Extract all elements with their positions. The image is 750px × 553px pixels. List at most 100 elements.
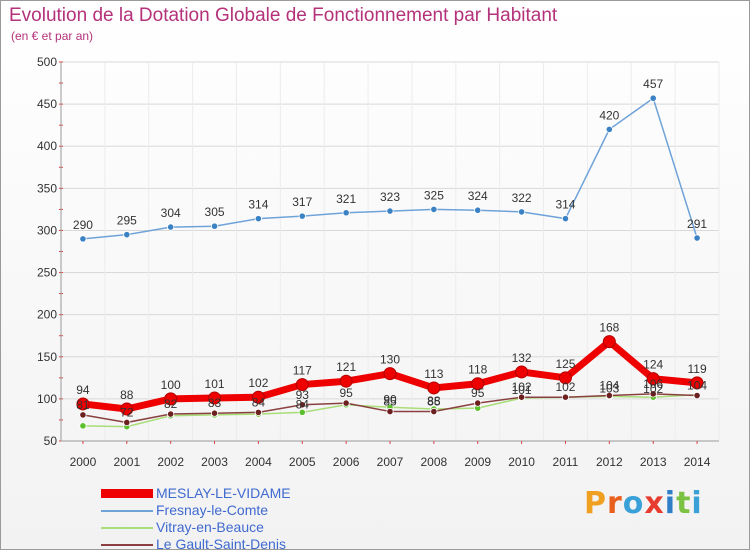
legend-label-gault: Le Gault-Saint-Denis xyxy=(156,536,286,552)
series-point-0 xyxy=(251,390,265,404)
series-point-0 xyxy=(602,335,616,349)
logo-letter: i xyxy=(691,486,703,521)
series-point-0 xyxy=(558,371,572,385)
data-label: 84 xyxy=(296,397,310,411)
x-tick-label: 2006 xyxy=(333,455,360,469)
x-tick-label: 2007 xyxy=(377,455,404,469)
data-label: 322 xyxy=(512,191,532,205)
series-point-1 xyxy=(430,205,438,213)
series-point-3 xyxy=(605,391,613,400)
series-point-2 xyxy=(298,408,306,416)
logo-letter: P xyxy=(584,486,607,521)
data-label: 72 xyxy=(120,405,134,419)
data-label: 101 xyxy=(512,383,532,397)
y-tick-label: 400 xyxy=(37,139,57,153)
series-point-0 xyxy=(427,381,441,395)
series-point-0 xyxy=(120,402,134,416)
data-label: 314 xyxy=(248,198,268,212)
series-point-3 xyxy=(254,408,262,416)
y-tick-label: 200 xyxy=(37,308,57,322)
data-label: 95 xyxy=(471,386,485,400)
y-tick-label: 450 xyxy=(37,97,57,111)
x-tick-label: 2011 xyxy=(553,455,579,469)
chart-subtitle: (en € et par an) xyxy=(11,29,94,43)
x-tick-label: 2002 xyxy=(157,455,184,469)
series-point-1 xyxy=(561,215,570,223)
data-label: 102 xyxy=(643,382,663,396)
proxiti-logo: Proxiti xyxy=(584,486,703,521)
series-point-3 xyxy=(649,390,657,398)
series-point-1 xyxy=(123,231,131,239)
logo-letter: i xyxy=(664,486,677,521)
series-point-3 xyxy=(474,399,482,407)
series-point-1 xyxy=(386,207,394,215)
y-tick-label: 100 xyxy=(37,392,57,406)
series-point-3 xyxy=(561,393,570,401)
series-point-3 xyxy=(342,399,350,407)
chart-title: Evolution de la Dotation Globale de Fonc… xyxy=(9,5,558,26)
legend-swatch-fresnay xyxy=(101,510,153,512)
series-point-0 xyxy=(295,378,309,392)
data-label: 324 xyxy=(468,189,488,203)
data-label: 85 xyxy=(427,395,441,409)
data-label: 130 xyxy=(380,353,400,367)
data-label: 291 xyxy=(687,217,707,231)
series-point-1 xyxy=(210,222,219,230)
x-tick-label: 2013 xyxy=(640,455,667,469)
legend-label-vitray: Vitray-en-Beauce xyxy=(156,519,264,535)
x-tick-label: 2001 xyxy=(113,455,140,469)
series-point-0 xyxy=(515,365,529,379)
data-label: 121 xyxy=(336,360,356,374)
x-tick-label: 2012 xyxy=(596,455,623,469)
data-label: 100 xyxy=(161,378,181,392)
legend-label-meslay: MESLAY-LE-VIDAME xyxy=(156,485,291,501)
x-tick-label: 2005 xyxy=(289,455,316,469)
series-point-1 xyxy=(649,94,657,102)
series-point-1 xyxy=(605,125,613,133)
legend-swatch-gault xyxy=(101,544,153,546)
data-label: 314 xyxy=(555,198,575,212)
series-point-0 xyxy=(471,377,485,391)
series-point-0 xyxy=(690,376,704,390)
series-point-3 xyxy=(298,401,306,409)
data-label: 93 xyxy=(296,388,310,402)
x-tick-label: 2000 xyxy=(70,455,97,469)
data-label: 84 xyxy=(252,395,266,409)
data-label: 102 xyxy=(248,376,268,390)
data-label: 117 xyxy=(293,364,312,378)
series-point-3 xyxy=(430,407,438,416)
data-label: 168 xyxy=(599,321,619,335)
data-label: 83 xyxy=(208,396,222,410)
x-tick-label: 2008 xyxy=(421,455,448,469)
series-point-3 xyxy=(79,411,87,419)
legend-label-fresnay: Fresnay-le-Comte xyxy=(156,502,269,518)
data-label: 81 xyxy=(76,398,90,412)
data-label: 102 xyxy=(512,380,532,394)
data-label: 118 xyxy=(468,363,487,377)
x-tick-label: 2014 xyxy=(684,455,711,469)
series-point-3 xyxy=(517,393,526,401)
y-tick-label: 250 xyxy=(37,266,57,280)
series-point-3 xyxy=(123,418,131,427)
data-label: 317 xyxy=(292,195,312,209)
logo-letter: t xyxy=(676,486,692,521)
data-label: 125 xyxy=(555,357,575,371)
y-tick-label: 150 xyxy=(37,350,57,364)
data-label: 304 xyxy=(161,206,181,220)
data-label: 85 xyxy=(383,395,397,409)
legend-swatch-vitray xyxy=(101,527,153,529)
data-label: 119 xyxy=(687,362,706,376)
data-label: 113 xyxy=(424,367,443,381)
data-label: 420 xyxy=(599,108,619,122)
data-label: 295 xyxy=(117,214,137,228)
data-label: 457 xyxy=(643,77,663,91)
logo-letter: o xyxy=(622,486,645,521)
logo-letter: x xyxy=(644,486,665,521)
series-point-0 xyxy=(339,374,353,388)
x-tick-label: 2010 xyxy=(508,455,535,469)
series-point-3 xyxy=(210,409,219,417)
y-tick-label: 300 xyxy=(37,223,57,237)
data-label: 95 xyxy=(339,386,353,400)
data-label: 106 xyxy=(643,377,663,391)
x-tick-label: 2003 xyxy=(201,455,228,469)
